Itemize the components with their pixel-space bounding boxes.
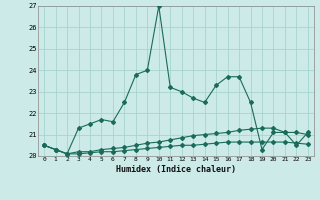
X-axis label: Humidex (Indice chaleur): Humidex (Indice chaleur) <box>116 165 236 174</box>
